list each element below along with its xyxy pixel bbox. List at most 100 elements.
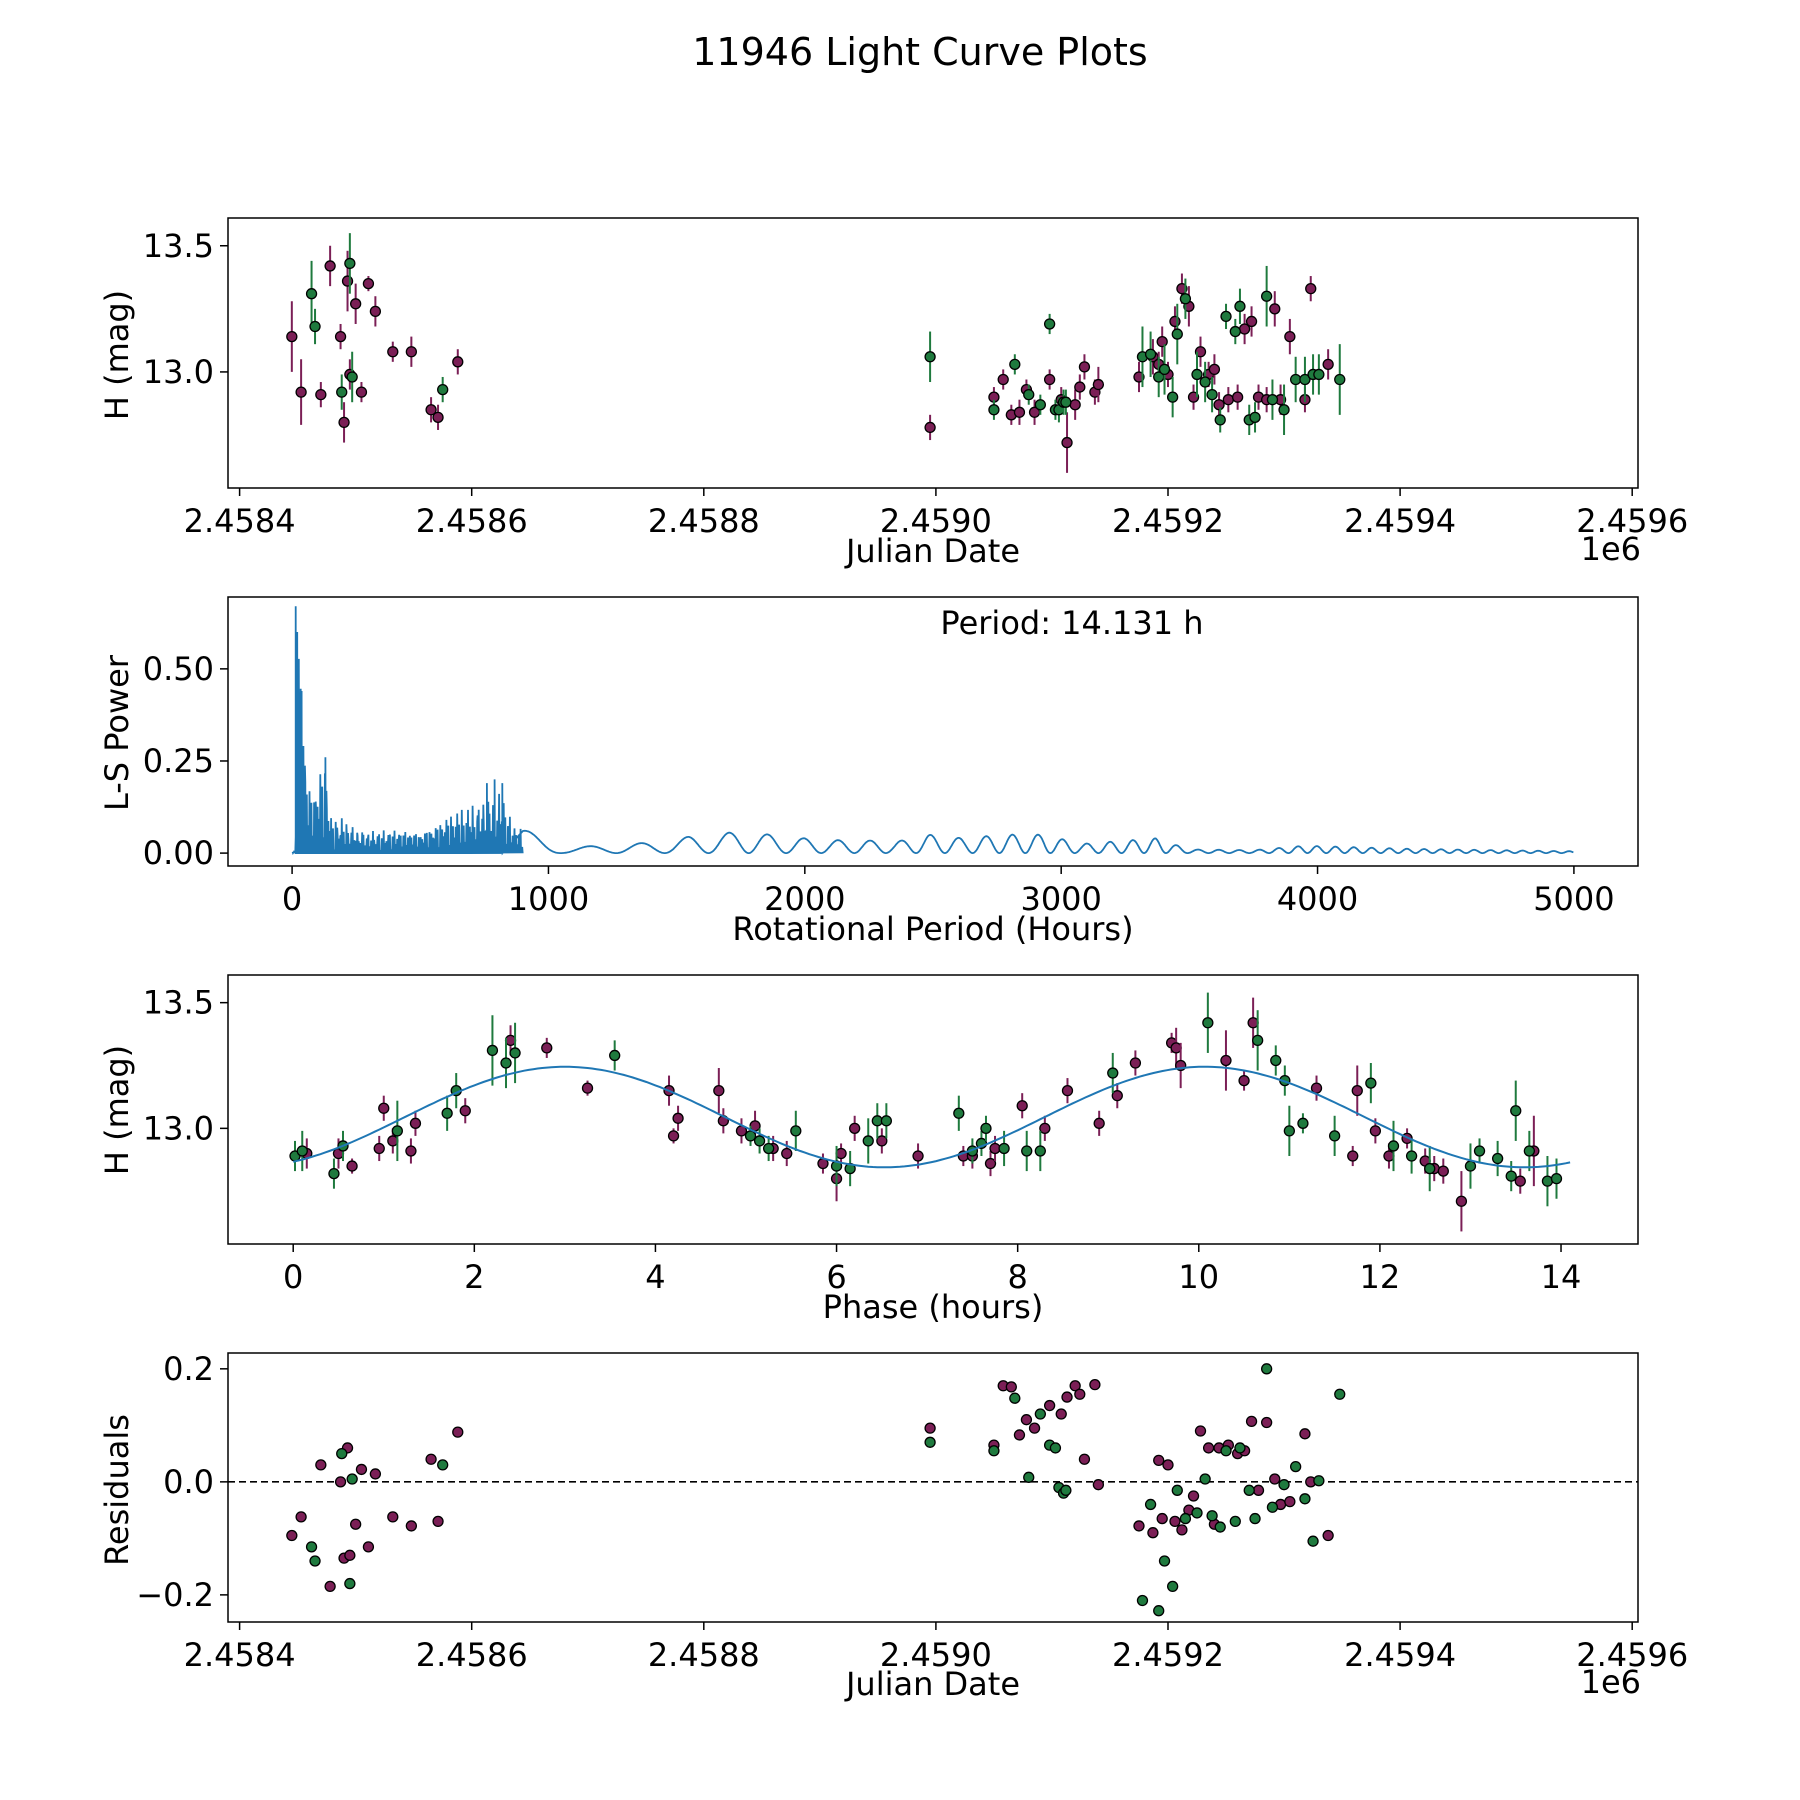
lightcurve-panel: H (mag) Julian Date 1e6 2.4584 2.4586 2.45… [98,217,1688,570]
phased-xtick-label: 2 [464,1258,484,1296]
residuals-point-green [1023,1471,1035,1483]
residuals-point-magenta [1269,1473,1281,1485]
periodogram-xtick-label: 3000 [1020,880,1101,918]
lightcurve-point-green [1220,310,1232,323]
residuals-point-magenta [1013,1429,1026,1441]
residuals-xlabel: Julian Date [844,1665,1020,1703]
residuals-point-magenta [334,1476,347,1488]
phased-point-green [328,1167,340,1180]
lightcurve-xtick-label: 2.4586 [416,502,528,540]
phased-point-magenta [373,1142,385,1155]
residuals-xtick-label: 2.4586 [416,1636,528,1674]
phased-point-magenta [1111,1090,1123,1102]
residuals-frame [227,1352,1639,1623]
phased-point-magenta [1129,1057,1142,1069]
phased-point-magenta [459,1105,471,1117]
residuals-point-magenta [425,1453,437,1465]
lightcurve-point-magenta [1284,330,1296,343]
phased-point-green [1464,1160,1477,1172]
residuals-point-green [924,1436,936,1448]
residuals-point-green [1220,1445,1232,1457]
phased-frame [227,974,1639,1245]
residuals-xtick-label: 2.4590 [880,1636,992,1674]
lightcurve-point-magenta [1013,406,1026,418]
lightcurve-point-magenta [362,277,375,290]
phased-point-green [1270,1054,1282,1067]
residuals-point-magenta [355,1463,368,1476]
phased-point-green [1328,1130,1341,1142]
phased-point-magenta [835,1147,847,1160]
phased-point-green [980,1122,992,1135]
residuals-point-green [1278,1479,1290,1491]
phased-xtick-label: 0 [283,1258,303,1296]
phased-point-magenta [1039,1122,1051,1135]
lightcurve-point-green [1034,399,1046,411]
lightcurve-point-magenta [1074,381,1086,393]
phased-point-green [790,1125,802,1137]
phased-point-magenta [1351,1084,1363,1097]
residuals-point-magenta [362,1541,375,1553]
phased-point-magenta [387,1135,399,1147]
lightcurve-xtick-label: 2.4590 [880,502,992,540]
residuals-point-magenta [1092,1479,1105,1491]
lightcurve-point-magenta [1208,363,1221,376]
phased-point-green [1252,1034,1264,1047]
lightcurve-point-green [1144,348,1157,360]
residuals-point-green [1049,1442,1062,1454]
lightcurve-point-magenta [1222,394,1234,406]
residuals-point-green [1009,1392,1021,1404]
residuals-point-magenta [405,1520,418,1532]
phased-point-green [880,1115,893,1127]
lightcurve-point-green [1299,373,1311,386]
lightcurve-xlabel: Julian Date [844,532,1020,570]
lightcurve-point-green [1266,394,1279,406]
phased-point-green [1473,1145,1486,1157]
residuals-point-magenta [1078,1453,1091,1465]
residuals-point-green [1060,1484,1072,1496]
residuals-point-magenta [1147,1527,1159,1539]
lightcurve-point-magenta [1245,315,1258,328]
phased-point-green [753,1135,766,1147]
residuals-point-green [1034,1408,1046,1420]
lightcurve-point-green [1278,404,1290,416]
lightcurve-point-magenta [1061,436,1073,449]
phased-point-green [609,1049,621,1062]
periodogram-ytick-label: 0.50 [143,650,214,688]
lightcurve-point-green [1179,293,1192,305]
residuals-point-magenta [1061,1391,1073,1403]
phased-point-magenta [713,1084,725,1097]
phased-point-green [953,1107,965,1119]
phased-point-magenta [849,1122,861,1135]
lightcurve-point-magenta [350,298,362,310]
residuals-point-magenta [387,1511,399,1523]
phased-model-curve [292,1065,1571,1169]
residuals-point-magenta [286,1529,298,1542]
periodogram-xlabel: Rotational Period (Hours) [732,910,1133,948]
lightcurve-point-green [309,320,321,333]
periodogram-ytick-label: 0.25 [143,742,214,780]
residuals-point-magenta [452,1426,464,1438]
periodogram-xtick-label: 5000 [1533,880,1614,918]
lightcurve-point-green [1060,396,1072,408]
lightcurve-point-green [1166,391,1179,403]
lightcurve-point-magenta [341,275,354,287]
lightcurve-point-green [346,371,358,383]
periodogram-xtick-label: 1000 [508,880,589,918]
phased-point-green [1034,1145,1046,1157]
residuals-point-magenta [1260,1416,1273,1429]
residuals-point-magenta [924,1422,936,1434]
phased-point-magenta [581,1082,594,1094]
residuals-xtick-label: 2.4596 [1576,1636,1688,1674]
phased-point-magenta [781,1147,793,1160]
lightcurve-point-green [988,404,1000,416]
residuals-point-magenta [344,1549,356,1561]
phased-point-green [1297,1117,1309,1129]
residuals-point-green [1179,1512,1192,1525]
phased-point-magenta [541,1042,553,1054]
residuals-point-green [1171,1484,1183,1496]
residuals-point-magenta [1133,1520,1145,1532]
phased-point-magenta [876,1135,888,1147]
phased-point-green [500,1057,512,1069]
residuals-point-green [1243,1484,1255,1496]
